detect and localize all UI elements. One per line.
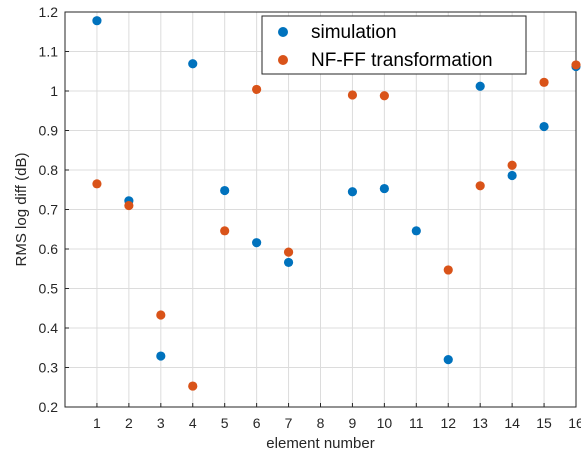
y-tick-label: 1.2 — [39, 4, 59, 20]
point-simulation — [443, 355, 453, 365]
point-simulation — [379, 183, 389, 194]
x-tick-label: 6 — [253, 415, 261, 431]
y-tick-label: 0.9 — [39, 123, 59, 139]
point-simulation — [156, 351, 166, 361]
point-nf-ff-transformation — [571, 60, 581, 70]
point-nf-ff-transformation — [252, 84, 262, 95]
y-tick-label: 1.1 — [39, 44, 59, 60]
x-tick-label: 11 — [409, 415, 424, 431]
x-tick-label: 3 — [157, 415, 165, 431]
y-axis-ticks: 0.2 0.3 0.4 0.5 0.6 0.7 0.8 0.9 1 1.1 1.2 — [39, 4, 69, 415]
point-simulation — [539, 121, 549, 132]
point-simulation — [188, 59, 198, 69]
y-tick-label: 0.2 — [39, 399, 59, 415]
point-nf-ff-transformation — [443, 265, 453, 275]
legend-box — [261, 15, 527, 75]
point-simulation — [283, 257, 294, 268]
y-tick-label: 0.6 — [39, 241, 59, 257]
y-tick-label: 0.3 — [39, 360, 59, 376]
x-axis-ticks: 1 2 3 4 5 6 7 8 9 10 11 12 13 14 15 16 — [93, 403, 581, 431]
grid-lines — [65, 11, 577, 408]
data-points — [92, 16, 581, 391]
x-tick-label: 2 — [125, 415, 133, 431]
x-tick-label: 1 — [93, 415, 101, 431]
point-simulation — [220, 185, 230, 196]
point-simulation — [347, 187, 358, 197]
point-nf-ff-transformation — [347, 90, 358, 100]
x-tick-label: 5 — [221, 415, 229, 431]
x-tick-label: 4 — [189, 415, 197, 431]
point-nf-ff-transformation — [220, 226, 230, 236]
point-simulation — [411, 226, 421, 236]
y-axis-label: RMS log diff (dB) — [13, 153, 30, 267]
x-tick-label: 14 — [504, 415, 520, 431]
x-tick-label: 16 — [568, 415, 581, 431]
point-nf-ff-transformation — [283, 247, 294, 257]
y-tick-label: 0.8 — [39, 162, 59, 178]
legend: simulation NF-FF transformation — [261, 15, 527, 75]
point-simulation — [475, 81, 485, 91]
x-tick-label: 15 — [536, 415, 552, 431]
x-tick-label: 12 — [440, 415, 456, 431]
x-tick-label: 7 — [285, 415, 293, 431]
plot-area-border — [64, 11, 577, 408]
legend-label-simulation: simulation — [311, 22, 397, 43]
x-axis-label: element number — [266, 435, 374, 452]
point-nf-ff-transformation — [539, 77, 549, 87]
point-nf-ff-transformation — [156, 310, 166, 320]
point-nf-ff-transformation — [507, 160, 517, 170]
y-tick-label: 0.5 — [39, 281, 59, 297]
legend-marker-simulation — [278, 27, 288, 37]
point-simulation — [252, 238, 262, 248]
y-tick-label: 1 — [50, 83, 58, 99]
x-tick-label: 9 — [349, 415, 357, 431]
legend-marker-nf-ff-transformation — [278, 55, 288, 65]
x-tick-label: 8 — [317, 415, 325, 431]
y-tick-label: 0.4 — [39, 320, 59, 336]
point-nf-ff-transformation — [92, 179, 102, 189]
x-tick-label: 10 — [377, 415, 393, 431]
legend-label-nf-ff-transformation: NF-FF transformation — [311, 50, 493, 71]
point-simulation — [92, 16, 102, 26]
point-nf-ff-transformation — [188, 381, 198, 391]
point-nf-ff-transformation — [379, 91, 389, 101]
point-nf-ff-transformation — [124, 200, 134, 211]
point-nf-ff-transformation — [475, 181, 485, 191]
point-simulation — [507, 170, 517, 181]
y-tick-label: 0.7 — [39, 202, 59, 218]
x-tick-label: 13 — [472, 415, 488, 431]
